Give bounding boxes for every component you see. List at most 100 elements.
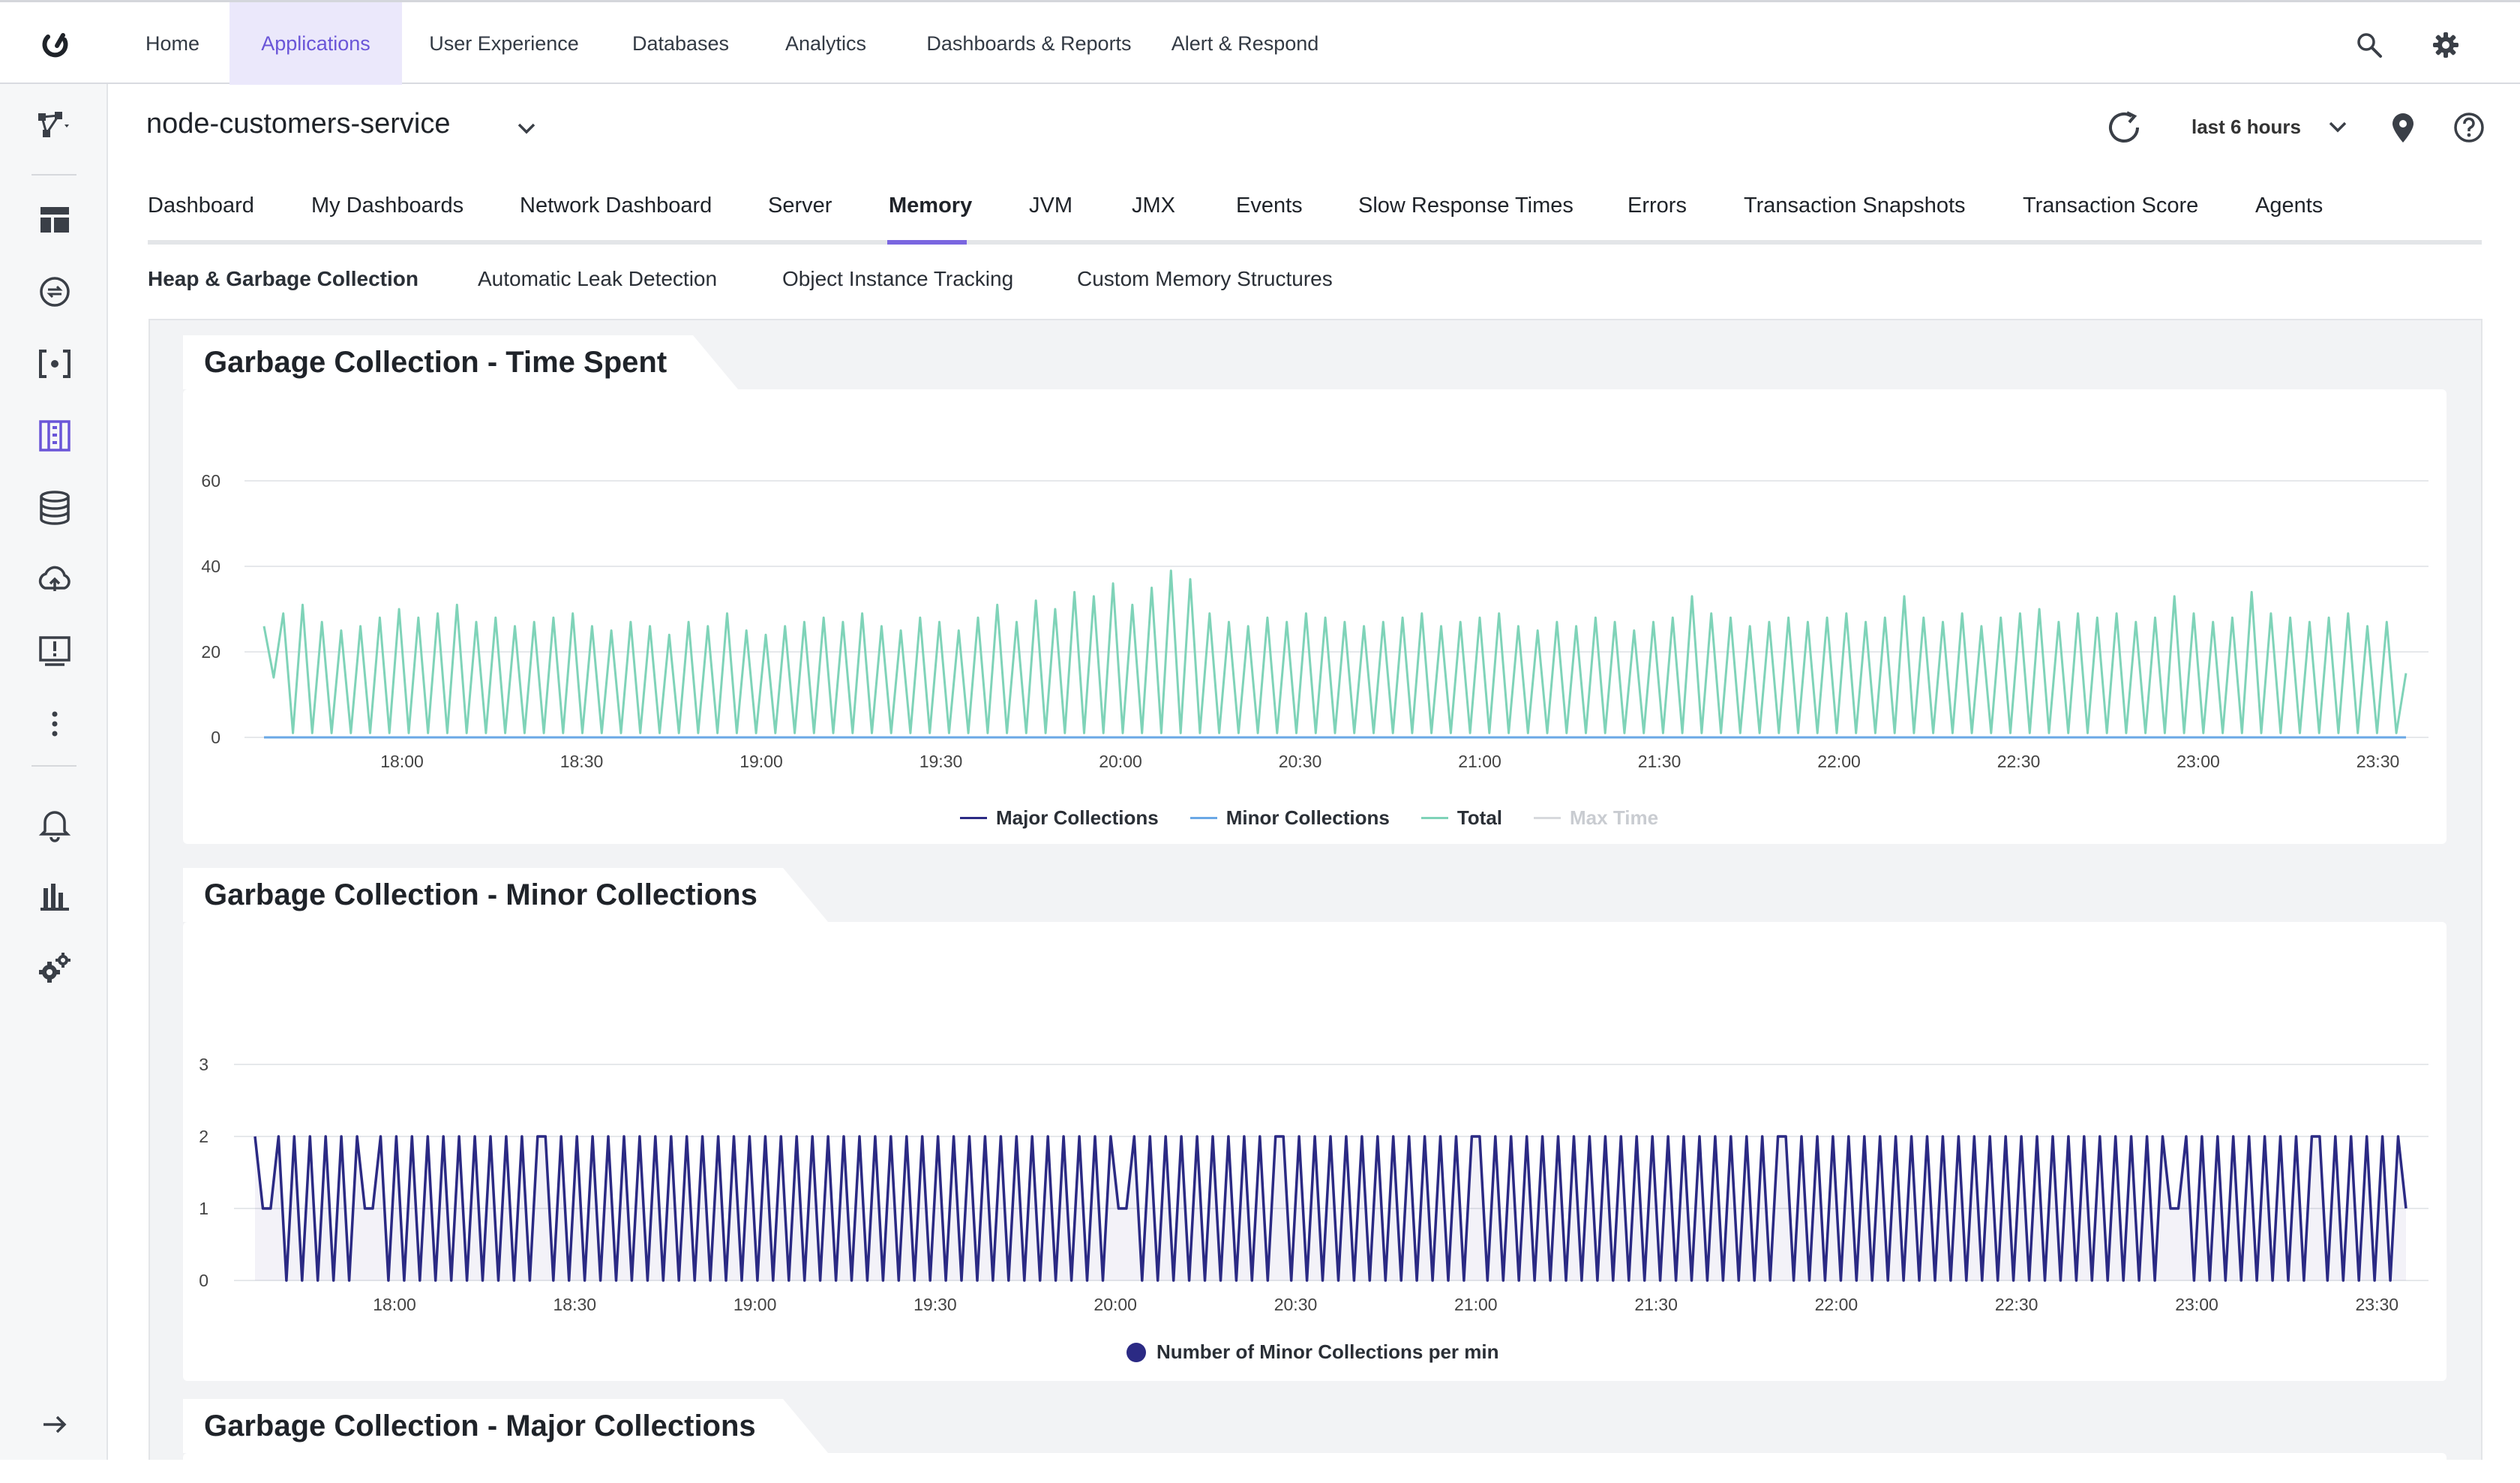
tab-label: Slow Response Times	[1358, 194, 1574, 218]
tab-label: Network Dashboard	[520, 194, 712, 218]
help-icon[interactable]	[2452, 111, 2486, 144]
chart-panel-minor-collections: Garbage Collection - Minor Collections 0…	[183, 868, 2446, 1381]
alerts-bell-icon[interactable]	[36, 806, 74, 843]
transactions-icon[interactable]	[36, 273, 74, 311]
legend-item-minor-per-min[interactable]: Number of Minor Collections per min	[1126, 1340, 1498, 1364]
subtab-object-instance-tracking[interactable]: Object Instance Tracking	[782, 267, 1013, 291]
application-selector[interactable]: node-customers-service	[146, 108, 450, 140]
chevron-down-icon[interactable]	[513, 117, 540, 140]
x-tick-label: 19:30	[920, 752, 963, 771]
topnav-databases[interactable]: Databases	[622, 2, 739, 85]
x-tick-label: 23:30	[2356, 1295, 2399, 1314]
more-icon[interactable]	[36, 705, 74, 743]
x-tick-label: 19:00	[734, 1295, 777, 1314]
tab-transaction-score[interactable]: Transaction Score	[2023, 194, 2198, 218]
subtab-automatic-leak-detection[interactable]: Automatic Leak Detection	[478, 267, 717, 291]
topology-icon[interactable]	[36, 108, 74, 146]
settings-gear-icon[interactable]	[2432, 31, 2460, 59]
topnav-home[interactable]: Home	[124, 2, 221, 85]
x-tick-label: 20:00	[1099, 752, 1142, 771]
reports-chart-icon[interactable]	[36, 878, 74, 915]
cloud-upload-icon[interactable]	[36, 561, 74, 599]
x-tick-label: 20:00	[1094, 1295, 1137, 1314]
x-tick-label: 22:00	[1817, 752, 1861, 771]
legend-swatch	[1190, 817, 1217, 819]
y-tick-label: 0	[211, 728, 220, 747]
legend-label: Minor Collections	[1226, 806, 1390, 829]
x-tick-label: 22:30	[1995, 1295, 2038, 1314]
tab-transaction-snapshots[interactable]: Transaction Snapshots	[1744, 194, 1966, 218]
subtab-label: Automatic Leak Detection	[478, 267, 718, 290]
expand-arrow-icon[interactable]	[36, 1406, 74, 1443]
application-name: node-customers-service	[146, 108, 451, 140]
subtab-label: Heap & Garbage Collection	[148, 267, 418, 290]
tab-label: Transaction Score	[2023, 194, 2199, 218]
topnav-applications[interactable]: Applications	[230, 2, 402, 85]
y-tick-label: 60	[201, 471, 220, 491]
legend-item-minor[interactable]: Minor Collections	[1190, 806, 1390, 830]
y-tick-label: 20	[201, 642, 220, 662]
tab-server[interactable]: Server	[768, 194, 832, 218]
legend-item-max-time[interactable]: Max Time	[1534, 806, 1658, 830]
brackets-icon[interactable]	[36, 345, 74, 383]
topnav-alert-respond[interactable]: Alert & Respond	[1170, 2, 1320, 85]
refresh-icon[interactable]	[2104, 108, 2144, 147]
legend-label: Major Collections	[996, 806, 1159, 829]
x-tick-label: 19:30	[914, 1295, 957, 1314]
chart-panel-major-collections: Garbage Collection - Major Collections	[183, 1399, 2446, 1483]
alert-monitor-icon[interactable]	[36, 633, 74, 671]
tab-label: My Dashboards	[311, 194, 464, 218]
y-tick-label: 1	[199, 1199, 208, 1218]
x-tick-label: 22:00	[1815, 1295, 1858, 1314]
tab-label: Agents	[2255, 194, 2324, 218]
x-tick-label: 21:30	[1638, 752, 1682, 771]
time-range-label: last 6 hours	[2192, 116, 2301, 138]
y-tick-label: 3	[199, 1055, 208, 1074]
time-range-selector[interactable]: last 6 hours	[2192, 116, 2301, 139]
chart-panel-time-spent: Garbage Collection - Time Spent 0 20 40 60 1…	[183, 335, 2446, 844]
legend-item-total[interactable]: Total	[1420, 806, 1502, 830]
x-tick-label: 23:30	[2356, 752, 2400, 771]
y-tick-label: 0	[199, 1271, 208, 1290]
settings-gears-icon[interactable]	[36, 950, 74, 987]
x-tick-label: 19:00	[740, 752, 783, 771]
tab-label: Transaction Snapshots	[1744, 194, 1966, 218]
search-icon[interactable]	[2355, 31, 2384, 59]
chart-legend: Number of Minor Collections per min	[1126, 1340, 1530, 1364]
tab-errors[interactable]: Errors	[1628, 194, 1687, 218]
topnav-dashboards-reports[interactable]: Dashboards & Reports	[916, 2, 1142, 85]
servers-icon[interactable]	[36, 417, 74, 455]
tab-jmx[interactable]: JMX	[1132, 194, 1175, 218]
location-pin-icon[interactable]	[2388, 111, 2418, 144]
memory-tabs-bar: Dashboard My Dashboards Network Dashboar…	[148, 179, 2482, 245]
tab-slow-response-times[interactable]: Slow Response Times	[1358, 194, 1574, 218]
tab-dashboard[interactable]: Dashboard	[148, 194, 254, 218]
memory-content-area: Garbage Collection - Time Spent 0 20 40 60 1…	[148, 319, 2482, 1483]
topnav-label: Analytics	[784, 32, 867, 55]
rail-divider	[32, 765, 76, 767]
minor-collections-chart[interactable]: 0 1 2 3 18:00 18:30 19:00 19:30 20:00 20:30 21:00 2…	[183, 922, 2446, 1319]
x-tick-label: 20:30	[1274, 1295, 1318, 1314]
x-tick-label: 18:30	[554, 1295, 597, 1314]
topnav-user-experience[interactable]: User Experience	[422, 2, 586, 85]
tab-label: Errors	[1628, 194, 1687, 218]
subtab-custom-memory-structures[interactable]: Custom Memory Structures	[1077, 267, 1333, 291]
tab-label: Events	[1236, 194, 1303, 218]
tab-events[interactable]: Events	[1236, 194, 1303, 218]
x-tick-label: 21:30	[1634, 1295, 1678, 1314]
tab-jvm[interactable]: JVM	[1029, 194, 1072, 218]
tab-agents[interactable]: Agents	[2255, 194, 2323, 218]
legend-swatch	[1420, 817, 1448, 819]
x-tick-label: 21:00	[1454, 1295, 1498, 1314]
legend-item-major[interactable]: Major Collections	[960, 806, 1159, 830]
dashboard-icon[interactable]	[36, 201, 74, 239]
database-icon[interactable]	[36, 489, 74, 527]
logo-icon[interactable]	[38, 31, 74, 61]
subtab-heap-garbage-collection[interactable]: Heap & Garbage Collection	[148, 267, 418, 291]
tab-network-dashboard[interactable]: Network Dashboard	[520, 194, 712, 218]
tab-memory[interactable]: Memory	[889, 194, 972, 218]
chevron-down-icon[interactable]	[2325, 116, 2350, 138]
topnav-analytics[interactable]: Analytics	[777, 2, 874, 85]
time-spent-chart[interactable]: 0 20 40 60 18:00 18:30 19:00 19:30 20:00 20:30 21:…	[183, 389, 2446, 779]
tab-my-dashboards[interactable]: My Dashboards	[311, 194, 464, 218]
